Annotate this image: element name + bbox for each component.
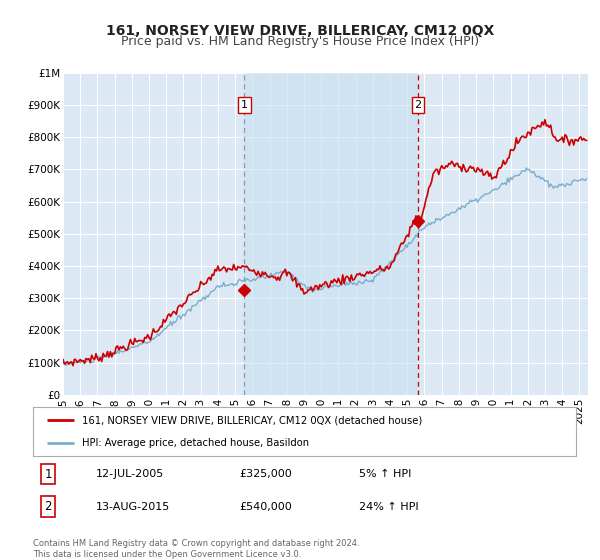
Text: 1: 1 (241, 100, 248, 110)
Text: 161, NORSEY VIEW DRIVE, BILLERICAY, CM12 0QX: 161, NORSEY VIEW DRIVE, BILLERICAY, CM12… (106, 24, 494, 38)
Text: 24% ↑ HPI: 24% ↑ HPI (359, 502, 418, 511)
Text: Price paid vs. HM Land Registry's House Price Index (HPI): Price paid vs. HM Land Registry's House … (121, 35, 479, 48)
Text: 12-JUL-2005: 12-JUL-2005 (95, 469, 164, 479)
Text: Contains HM Land Registry data © Crown copyright and database right 2024.
This d: Contains HM Land Registry data © Crown c… (33, 539, 359, 559)
Text: HPI: Average price, detached house, Basildon: HPI: Average price, detached house, Basi… (82, 438, 309, 448)
Text: £325,000: £325,000 (239, 469, 292, 479)
Text: 2: 2 (415, 100, 421, 110)
Text: £540,000: £540,000 (239, 502, 292, 511)
Text: 5% ↑ HPI: 5% ↑ HPI (359, 469, 411, 479)
Bar (244, 73, 418, 395)
Text: 13-AUG-2015: 13-AUG-2015 (95, 502, 170, 511)
Text: 161, NORSEY VIEW DRIVE, BILLERICAY, CM12 0QX (detached house): 161, NORSEY VIEW DRIVE, BILLERICAY, CM12… (82, 416, 422, 426)
Text: 2: 2 (44, 500, 52, 513)
Text: 1: 1 (44, 468, 52, 480)
